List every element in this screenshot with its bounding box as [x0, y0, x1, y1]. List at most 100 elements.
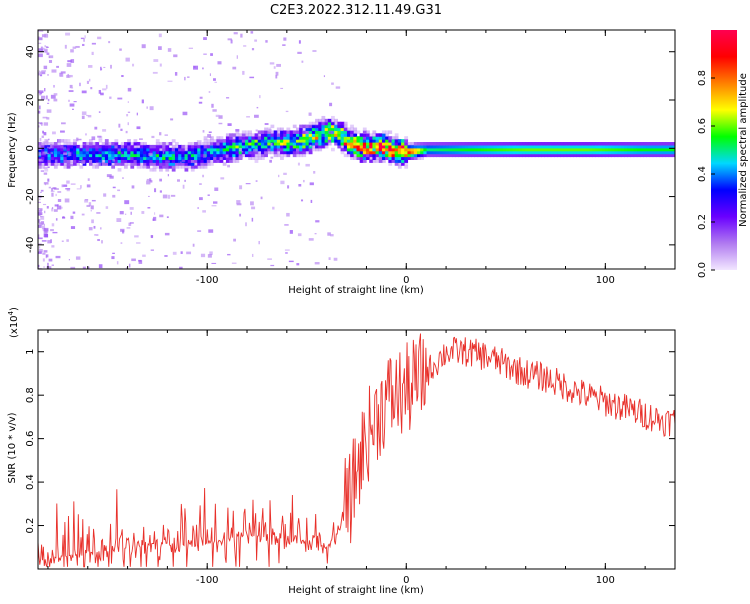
heatmap-cell: [69, 156, 74, 160]
heatmap-cell: [209, 150, 214, 155]
heatmap-cell: [675, 142, 679, 146]
heatmap-cell: [582, 142, 587, 146]
heatmap-cell: [85, 144, 90, 149]
heatmap-cell: [662, 150, 667, 155]
heatmap-cell: [63, 152, 68, 156]
heatmap-cell: [311, 142, 316, 146]
heatmap-cell: [248, 142, 252, 146]
heatmap-cell: [557, 147, 561, 152]
heatmap-cell: [254, 156, 259, 160]
heatmap-cell: [429, 142, 434, 146]
heatmap-cell: [305, 127, 310, 132]
heatmap-cell: [385, 136, 389, 140]
heatmap-cell: [286, 130, 291, 134]
heatmap-cell: [215, 114, 220, 118]
heatmap-cell: [538, 144, 542, 149]
heatmap-cell: [675, 148, 679, 152]
heatmap-cell: [150, 235, 154, 238]
heatmap-cell: [273, 139, 278, 143]
heatmap-cell: [334, 127, 338, 132]
heatmap-cell: [675, 145, 679, 149]
heatmap-cell: [121, 75, 124, 78]
heatmap-cell: [57, 153, 61, 158]
heatmap-cell: [260, 133, 265, 137]
heatmap-cell: [225, 142, 230, 146]
heatmap-cell: [455, 150, 460, 155]
heatmap-cell: [487, 144, 491, 149]
heatmap-cell: [194, 142, 198, 146]
heatmap-cell: [200, 165, 205, 169]
heatmap-cell: [493, 150, 498, 155]
heatmap-cell: [315, 139, 319, 143]
spectrogram-y-axis-label: Frequency (Hz): [7, 112, 18, 188]
heatmap-cell: [550, 153, 555, 158]
heatmap-cell: [356, 150, 361, 155]
heatmap-cell: [230, 39, 233, 44]
heatmap-cell: [80, 185, 82, 189]
heatmap-cell: [211, 205, 217, 207]
heatmap-cell: [318, 147, 323, 152]
heatmap-cell: [152, 165, 157, 169]
heatmap-cell: [311, 127, 316, 132]
heatmap-cell: [246, 116, 250, 118]
heatmap-cell: [41, 144, 45, 149]
heatmap-cell: [77, 138, 82, 141]
heatmap-cell: [114, 153, 119, 158]
heatmap-cell: [44, 153, 49, 158]
heatmap-cell: [213, 150, 217, 155]
tick-label: 0: [25, 145, 36, 151]
heatmap-cell: [589, 153, 593, 158]
heatmap-cell: [73, 156, 77, 160]
heatmap-cell: [90, 87, 93, 90]
heatmap-cell: [60, 159, 65, 163]
heatmap-cell: [213, 78, 216, 81]
heatmap-cell: [655, 142, 660, 146]
heatmap-cell: [665, 144, 670, 149]
heatmap-cell: [343, 142, 348, 146]
heatmap-cell: [76, 162, 81, 166]
heatmap-cell: [38, 165, 42, 169]
heatmap-cell: [353, 139, 358, 143]
heatmap-cell: [343, 124, 348, 129]
heatmap-cell: [114, 162, 119, 166]
heatmap-cell: [187, 153, 192, 158]
heatmap-cell: [130, 150, 135, 155]
heatmap-cell: [194, 156, 198, 160]
heatmap-cell: [76, 159, 81, 163]
heatmap-cell: [146, 153, 151, 158]
heatmap-cell: [38, 156, 42, 160]
heatmap-cell: [369, 147, 374, 152]
heatmap-cell: [531, 150, 536, 155]
heatmap-cell: [283, 147, 288, 152]
heatmap-cell: [477, 147, 482, 152]
heatmap-cell: [219, 147, 224, 152]
heatmap-cell: [350, 142, 354, 146]
heatmap-cell: [66, 165, 71, 169]
heatmap-cell: [442, 153, 447, 158]
heatmap-cell: [70, 49, 74, 53]
heatmap-cell: [283, 37, 287, 41]
heatmap-cell: [401, 162, 405, 166]
heatmap-cell: [81, 115, 85, 120]
heatmap-cell: [518, 147, 523, 152]
heatmap-cell: [646, 153, 651, 158]
heatmap-cell: [292, 124, 297, 129]
heatmap-cell: [172, 251, 177, 255]
heatmap-cell: [92, 144, 96, 149]
heatmap-cell: [633, 142, 638, 146]
heatmap-cell: [394, 162, 399, 166]
heatmap-cell: [91, 136, 96, 141]
heatmap-cell: [38, 248, 43, 253]
heatmap-cell: [300, 199, 304, 202]
heatmap-cell: [127, 111, 131, 113]
heatmap-cell: [280, 127, 284, 132]
heatmap-cell: [174, 150, 179, 155]
heatmap-cell: [136, 150, 141, 155]
heatmap-cell: [445, 142, 450, 146]
heatmap-cell: [236, 55, 238, 59]
heatmap-cell: [506, 144, 510, 149]
spectrogram-frame: [37, 29, 676, 270]
heatmap-cell: [273, 66, 276, 69]
heatmap-cell: [458, 142, 463, 146]
heatmap-cell: [38, 142, 42, 146]
